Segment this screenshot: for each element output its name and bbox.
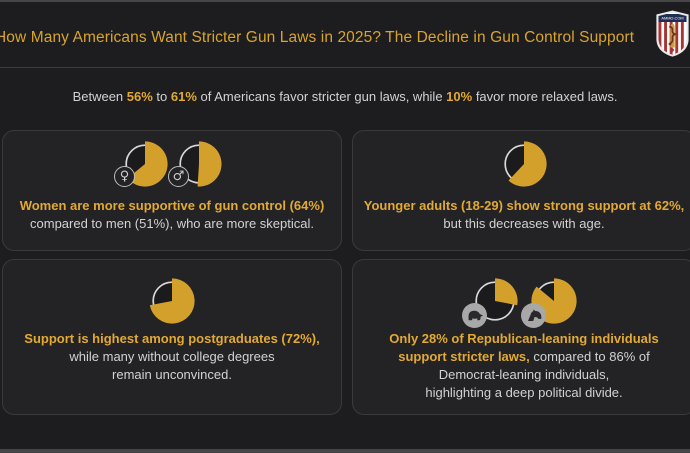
card-detail: but this decreases with age. (353, 215, 690, 233)
card-detail: compared to men (51%), who are more skep… (3, 215, 341, 233)
card-text: Younger adults (18-29) show strong suppo… (353, 197, 690, 233)
headline-text: Only 28% of Republican-leaning individua… (389, 331, 659, 346)
card-headline: Younger adults (18-29) show strong suppo… (353, 197, 690, 215)
men-pie-chart (175, 140, 223, 188)
page-title: How Many Americans Want Stricter Gun Law… (0, 29, 635, 46)
window-bottom-edge (0, 449, 690, 453)
women-pie-wrap: ♀ (114, 140, 169, 188)
education-pie-charts (148, 277, 196, 325)
age-pie-wrap (500, 140, 548, 188)
detail-text: compared to 86% of (529, 349, 650, 364)
republican-pie-wrap (461, 277, 519, 328)
female-icon: ♀ (114, 166, 135, 187)
detail-text: remain unconvinced. (112, 367, 232, 382)
subtitle-stat-56: 56% (126, 89, 153, 104)
logo-brand-text: AMMO.COM (661, 16, 683, 21)
headline-text: Younger adults (18-29) show strong suppo… (363, 198, 685, 213)
men-pie-wrap: ♂ (168, 140, 223, 188)
card-political-support: Only 28% of Republican-leaning individua… (352, 259, 690, 415)
detail-text: but this decreases with age. (443, 216, 605, 231)
headline-text: Support is highest among postgraduates (… (24, 331, 320, 346)
subtitle-segment: to (152, 89, 171, 104)
card-headline: Support is highest among postgraduates (… (3, 330, 341, 348)
women-pie-chart (121, 140, 169, 188)
male-icon: ♂ (168, 166, 189, 187)
age-pie-charts (500, 140, 548, 188)
window-top-edge (0, 0, 690, 2)
female-glyph: ♀ (119, 169, 130, 184)
card-headline: Only 28% of Republican-leaning individua… (353, 330, 690, 348)
young-adults-pie-chart (500, 140, 548, 188)
postgraduates-pie-chart (148, 277, 196, 325)
card-detail: remain unconvinced. (3, 366, 341, 384)
subtitle-stat-10: 10% (446, 89, 473, 104)
detail-text: Democrat-leaning individuals, (438, 367, 610, 382)
democrat-donkey-icon (520, 303, 546, 328)
education-pie-wrap (148, 277, 196, 325)
democrat-pie-wrap (520, 277, 578, 328)
headline-text: Women are more supportive of gun control… (19, 198, 325, 213)
detail-text: highlighting a deep political divide. (425, 385, 623, 400)
card-education-support: Support is highest among postgraduates (… (2, 259, 342, 415)
card-detail: while many without college degrees (3, 348, 341, 366)
card-headline: Women are more supportive of gun control… (3, 197, 341, 215)
subtitle: Between 56% to 61% of Americans favor st… (0, 89, 690, 104)
male-glyph: ♂ (172, 169, 185, 184)
republican-elephant-icon (461, 303, 487, 328)
headline-text: support stricter laws, (398, 349, 530, 364)
card-text: Support is highest among postgraduates (… (3, 330, 341, 384)
ammo-com-logo: AMMO.COM (656, 10, 689, 57)
card-text: Women are more supportive of gun control… (3, 197, 341, 233)
detail-text: while many without college degrees (69, 349, 275, 364)
subtitle-segment: favor more relaxed laws. (472, 89, 618, 104)
political-pie-charts (461, 277, 578, 328)
card-text: Only 28% of Republican-leaning individua… (353, 330, 690, 402)
gender-pie-charts: ♀ ♂ (114, 140, 223, 188)
subtitle-segment: Between (72, 89, 127, 104)
card-detail: Democrat-leaning individuals, (353, 366, 690, 384)
subtitle-stat-61: 61% (170, 89, 197, 104)
card-age-support: Younger adults (18-29) show strong suppo… (352, 130, 690, 251)
detail-text: compared to men (51%), who are more skep… (30, 216, 314, 231)
card-detail: highlighting a deep political divide. (353, 384, 690, 402)
header-divider (0, 67, 690, 68)
card-gender-support: ♀ ♂ Women are more supportive of gun con… (2, 130, 342, 251)
subtitle-segment: of Americans favor stricter gun laws, wh… (196, 89, 447, 104)
card-headline-2: support stricter laws, compared to 86% o… (353, 348, 690, 366)
